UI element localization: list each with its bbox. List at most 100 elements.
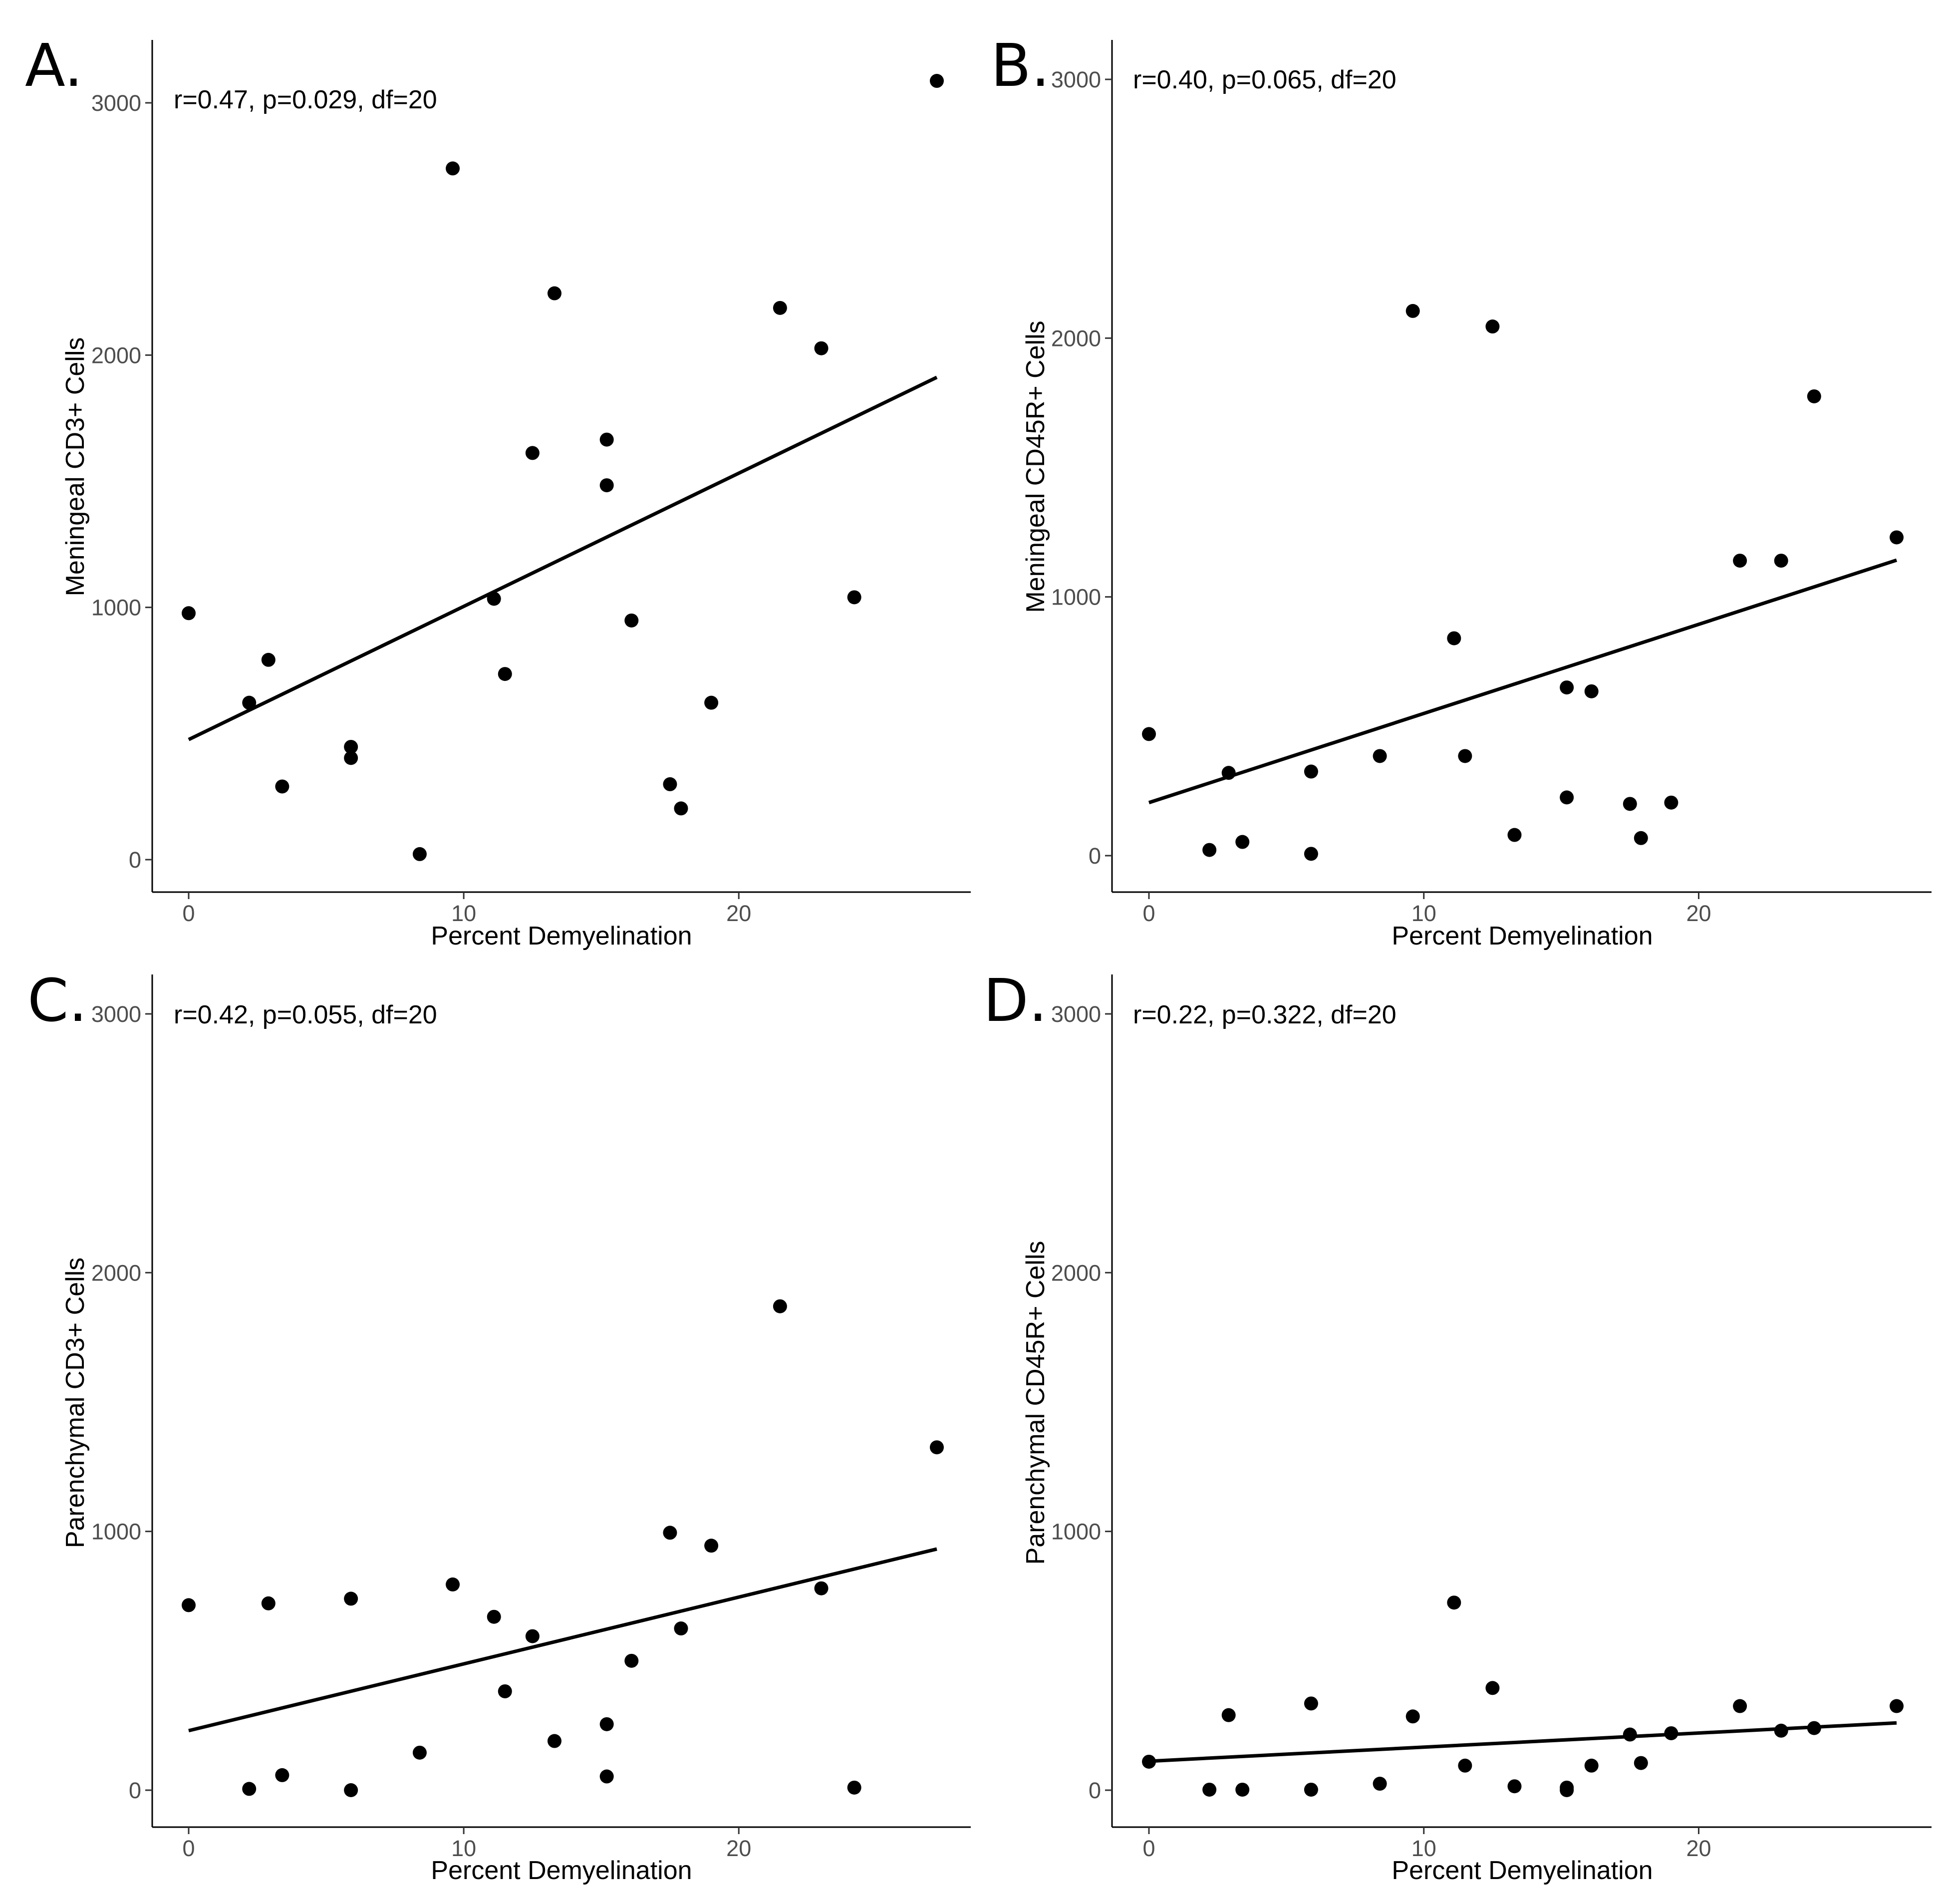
panel-b-points [1142, 304, 1904, 861]
panel-c-y-tick-label: 0 [129, 1778, 141, 1803]
panel-a-data-point [261, 652, 276, 667]
panel-d-data-point [1142, 1754, 1156, 1769]
panel-a: A. r=0.47, p=0.029, df=20 Percent Demyel… [25, 31, 971, 951]
panel-d-points [1142, 1595, 1904, 1797]
panel-b-data-point [1458, 749, 1472, 763]
panel-d-y-axis-title: Parenchymal CD45R+ Cells [1021, 1241, 1050, 1565]
panel-a-data-point [599, 478, 614, 493]
panel-c-ticks: 0 10 20 0 1000 2000 3000 [91, 1001, 751, 1861]
panel-d-x-tick-label: 10 [1411, 1836, 1436, 1861]
panel-a-x-tick-label: 20 [726, 901, 751, 926]
panel-c-data-point [663, 1526, 677, 1540]
panel-a-x-tick-label: 0 [182, 901, 195, 926]
panel-a-data-point [624, 613, 639, 628]
panel-d-data-point [1560, 1780, 1574, 1795]
panel-d-data-point [1202, 1782, 1217, 1797]
panel-b-x-tick-label: 0 [1142, 901, 1155, 926]
panel-c-data-point [930, 1440, 944, 1455]
panel-d-y-tick-label: 0 [1089, 1778, 1101, 1803]
panel-a-data-point [674, 801, 688, 816]
panel-a-data-point [525, 446, 540, 460]
panel-c-data-point [674, 1621, 688, 1636]
panel-b-data-point [1507, 828, 1522, 842]
panel-a-ticks: 0 10 20 0 1000 2000 3000 [91, 90, 751, 926]
panel-a-y-tick-label: 2000 [91, 342, 141, 368]
panel-a-stats-annotation: r=0.47, p=0.029, df=20 [174, 85, 437, 114]
panel-a-x-tick-label: 10 [451, 901, 476, 926]
panel-a-data-point [487, 592, 501, 606]
panel-b-y-axis-title: Meningeal CD45R+ Cells [1021, 320, 1050, 613]
panel-a-data-point [344, 751, 358, 765]
panel-c-data-point [344, 1783, 358, 1797]
panel-d-data-point [1458, 1758, 1472, 1773]
panel-d-x-axis-title: Percent Demyelination [1392, 1856, 1653, 1885]
panel-d-data-point [1373, 1777, 1387, 1791]
panel-b-data-point [1304, 847, 1318, 861]
panel-c-data-point [704, 1539, 719, 1553]
panel-b-x-axis-title: Percent Demyelination [1392, 922, 1653, 951]
panel-b-data-point [1405, 304, 1420, 318]
panel-b-data-point [1373, 749, 1387, 763]
panel-d-letter: D. [983, 966, 1047, 1035]
panel-b-data-point [1235, 835, 1250, 849]
panel-c-data-point [446, 1577, 460, 1591]
panel-d-data-point [1890, 1699, 1904, 1713]
panel-d-data-point [1623, 1727, 1637, 1742]
panel-c-data-point [275, 1768, 289, 1782]
panel-d-ticks: 0 10 20 0 1000 2000 3000 [1051, 1001, 1711, 1861]
panel-a-data-point [275, 779, 289, 794]
panel-c-x-tick-label: 20 [726, 1836, 751, 1861]
panel-a-data-point [242, 695, 257, 710]
panel-d-x-tick-label: 0 [1142, 1836, 1155, 1861]
panel-d-data-point [1304, 1782, 1318, 1797]
panel-c-data-point [624, 1653, 639, 1668]
panel-b-y-tick-label: 0 [1089, 843, 1101, 869]
panel-c-data-point [498, 1684, 512, 1698]
panel-c-x-axis-title: Percent Demyelination [431, 1856, 692, 1885]
panel-c-y-axis-title: Parenchymal CD3+ Cells [61, 1258, 90, 1548]
panel-b-data-point [1634, 831, 1648, 845]
panel-d-x-tick-label: 20 [1686, 1836, 1711, 1861]
panel-a-points [182, 74, 944, 861]
panel-a-data-point [498, 667, 512, 681]
panel-c-data-point [344, 1591, 358, 1606]
panel-c-x-tick-label: 10 [451, 1836, 476, 1861]
panel-a-y-axis-title: Meningeal CD3+ Cells [61, 337, 90, 597]
panel-d-data-point [1235, 1782, 1250, 1797]
panel-a-y-tick-label: 3000 [91, 90, 141, 116]
panel-b-data-point [1560, 790, 1574, 805]
panel-d-data-point [1634, 1756, 1648, 1770]
panel-a-data-point [663, 777, 677, 791]
panel-a-data-point [930, 74, 944, 88]
panel-b: B. r=0.40, p=0.065, df=20 Percent Demyel… [991, 31, 1932, 951]
panel-b-data-point [1890, 530, 1904, 545]
panel-b-data-point [1560, 680, 1574, 695]
panel-c-points [182, 1299, 944, 1797]
panel-d-data-point [1807, 1721, 1821, 1735]
panel-a-y-tick-label: 1000 [91, 595, 141, 621]
panel-d-data-point [1485, 1681, 1500, 1695]
panel-a-fit-line [188, 375, 938, 741]
panel-a-data-point [547, 286, 561, 301]
panel-b-letter: B. [991, 31, 1050, 100]
panel-b-x-tick-label: 10 [1411, 901, 1436, 926]
panel-b-stats-annotation: r=0.40, p=0.065, df=20 [1133, 65, 1396, 94]
panel-d: D. r=0.22, p=0.322, df=20 Percent Demyel… [983, 966, 1932, 1885]
panel-b-data-point [1447, 631, 1461, 645]
panel-b-data-point [1733, 554, 1747, 568]
panel-d-data-point [1507, 1779, 1522, 1794]
panel-a-data-point [344, 740, 358, 754]
panel-d-data-point [1664, 1726, 1678, 1740]
panel-c-data-point [599, 1769, 614, 1784]
panel-b-data-point [1664, 795, 1678, 810]
panel-a-data-point [814, 341, 829, 355]
panel-b-ticks: 0 10 20 0 1000 2000 3000 [1051, 67, 1711, 926]
panel-c-x-tick-label: 0 [182, 1836, 195, 1861]
panel-c-letter: C. [27, 966, 87, 1035]
panel-c-data-point [242, 1782, 257, 1796]
panel-c-fit-line [188, 1547, 937, 1733]
panel-b-x-tick-label: 20 [1686, 901, 1711, 926]
panel-b-y-tick-label: 1000 [1051, 585, 1101, 610]
panel-c-data-point [487, 1609, 501, 1624]
